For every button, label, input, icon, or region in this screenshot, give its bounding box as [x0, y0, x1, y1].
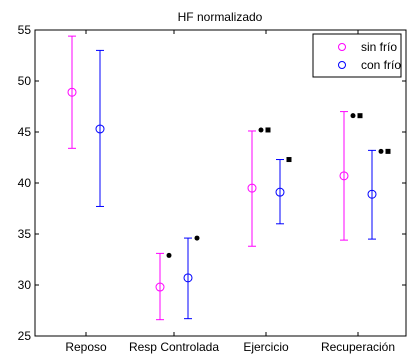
legend: sin frío con frío: [312, 33, 402, 78]
legend-marker-con-frio: [338, 61, 346, 69]
significance-square: [385, 148, 391, 154]
y-tick-label: 55: [18, 23, 32, 37]
legend-item-sin-frio: sin frío: [338, 40, 397, 54]
x-tick-label-recuperacion: Recuperación: [321, 340, 395, 354]
significance-dot: [378, 148, 384, 154]
series-sin-frio: [67, 35, 349, 321]
legend-label-con-frio: con frío: [361, 58, 401, 72]
x-tick-label-reposo: Reposo: [65, 340, 107, 354]
chart-title: HF normalizado: [178, 10, 263, 24]
significance-dot: [166, 252, 172, 258]
legend-box: [312, 33, 402, 78]
legend-marker-sin-frio: [338, 43, 346, 51]
y-tick-label: 25: [18, 329, 32, 343]
significance-dot: [194, 235, 200, 241]
y-axis-ticks: 25 30 35 40 45 50 55: [18, 23, 406, 343]
mean-point-reposo: [95, 124, 105, 134]
legend-label-sin-frio: sin frío: [361, 40, 397, 54]
y-tick-label: 45: [18, 125, 32, 139]
mean-point-ejercicio: [275, 187, 285, 197]
legend-item-con-frio: con frío: [338, 58, 401, 72]
significance-dot: [350, 113, 356, 119]
y-tick-label: 50: [18, 74, 32, 88]
significance-square: [265, 127, 271, 133]
series-con-frio: [95, 49, 377, 320]
mean-point-recuperacion: [339, 171, 349, 181]
y-tick-label: 40: [18, 176, 32, 190]
series-layer: [67, 35, 377, 321]
x-tick-label-ejercicio: Ejercicio: [243, 340, 289, 354]
y-tick-label: 30: [18, 278, 32, 292]
significance-dot: [258, 127, 264, 133]
mean-point-resp-controlada: [183, 273, 193, 283]
significance-marks-layer: [166, 113, 391, 258]
mean-point-recuperacion: [367, 189, 377, 199]
mean-point-reposo: [67, 87, 77, 97]
mean-point-resp-controlada: [155, 282, 165, 292]
x-axis-ticks: Reposo Resp Controlada Ejercicio Recuperaci…: [65, 30, 395, 354]
x-tick-label-resp-controlada: Resp Controlada: [129, 340, 219, 354]
y-tick-label: 35: [18, 227, 32, 241]
significance-square: [286, 157, 292, 163]
mean-point-ejercicio: [247, 183, 257, 193]
significance-square: [357, 113, 363, 119]
